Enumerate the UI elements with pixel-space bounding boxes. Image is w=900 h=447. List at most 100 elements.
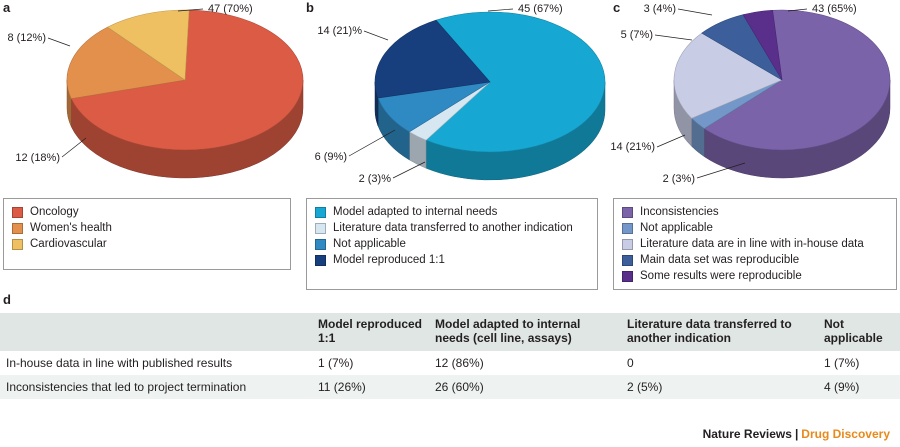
table-header-cell: Model reproduced 1:1 [312, 313, 429, 351]
pie-chart-a: 47 (70%) 12 (18%) 8 (12%) [7, 3, 304, 179]
leader-line [696, 162, 746, 179]
table-row: In-house data in line with published res… [0, 351, 900, 375]
legend-swatch [315, 239, 326, 250]
legend-label: Some results were reproducible [640, 270, 802, 282]
table-header-cell: Not applicable [818, 313, 900, 351]
pie-slice [374, 19, 491, 99]
legend-swatch [622, 271, 633, 282]
legend-label: Literature data transferred to another i… [333, 222, 573, 234]
leader-line [177, 8, 204, 12]
legend-item: Main data set was reproducible [622, 254, 888, 267]
leader-line [363, 30, 389, 41]
data-label: 2 (3)% [359, 173, 392, 185]
legend-label: Model adapted to internal needs [333, 206, 498, 218]
table-header-cell [0, 313, 312, 351]
table-cell: 4 (9%) [818, 375, 900, 399]
legend-item: Women's health [12, 222, 282, 235]
panel-d-letter: d [3, 292, 11, 307]
data-label: 2 (3%) [663, 173, 695, 185]
panel-a-letter: a [3, 0, 11, 15]
data-label: 8 (12%) [7, 32, 46, 44]
data-label: 14 (21%) [610, 141, 655, 153]
leader-line [392, 161, 426, 179]
data-label: 3 (4%) [644, 3, 676, 15]
legend-swatch [12, 223, 23, 234]
pie-chart-b: 45 (67%) 2 (3)% 6 (9%) 14 (21)% [315, 3, 606, 185]
legend-swatch [315, 207, 326, 218]
leader-line [654, 34, 693, 41]
data-label: 14 (21)% [317, 25, 362, 37]
legend-label: Women's health [30, 222, 112, 234]
legend-item: Not applicable [622, 222, 888, 235]
legend-label: Cardiovascular [30, 238, 107, 250]
pie-slice [425, 11, 606, 153]
legend-item: Model reproduced 1:1 [315, 254, 589, 267]
legend-swatch [622, 207, 633, 218]
panel-c-letter: c [613, 0, 621, 15]
legend-item: Literature data transferred to another i… [315, 222, 589, 235]
table-cell: 2 (5%) [621, 375, 818, 399]
table-cell: 1 (7%) [818, 351, 900, 375]
legend-swatch [12, 239, 23, 250]
legend-label: Not applicable [640, 222, 713, 234]
panel-b-letter: b [306, 0, 314, 15]
data-label: 45 (67%) [518, 3, 563, 15]
legend-item: Some results were reproducible [622, 270, 888, 283]
pie-chart-c: 43 (65%) 2 (3%) 14 (21%) 5 (7%) 3 (4%) [610, 3, 891, 185]
legend-item: Model adapted to internal needs [315, 206, 589, 219]
legend-a: Oncology Women's health Cardiovascular [3, 198, 291, 270]
legend-c: Inconsistencies Not applicable Literature … [613, 198, 897, 290]
legend-swatch [315, 223, 326, 234]
table-cell: In-house data in line with published res… [0, 351, 312, 375]
table-cell: 0 [621, 351, 818, 375]
data-label: 5 (7%) [621, 29, 653, 41]
pie-slice [70, 9, 304, 151]
pie-slice [742, 9, 783, 81]
legend-item: Oncology [12, 206, 282, 219]
table-cell: Inconsistencies that led to project term… [0, 375, 312, 399]
leader-line [677, 8, 713, 16]
legend-swatch [12, 207, 23, 218]
journal-name: Drug Discovery [801, 427, 890, 441]
leader-line [656, 134, 686, 148]
legend-item: Inconsistencies [622, 206, 888, 219]
pie-slice [673, 32, 783, 119]
legend-label: Not applicable [333, 238, 406, 250]
leader-line [61, 137, 87, 158]
table-cell: 11 (26%) [312, 375, 429, 399]
table-header-cell: Model adapted to internal needs (cell li… [429, 313, 621, 351]
table-cell: 26 (60%) [429, 375, 621, 399]
pie-slice [703, 9, 891, 151]
pie-slice [66, 26, 186, 99]
publisher-name: Nature Reviews [702, 427, 792, 441]
data-label: 47 (70%) [208, 3, 253, 15]
legend-item: Not applicable [315, 238, 589, 251]
legend-swatch [622, 239, 633, 250]
credit-separator: | [794, 427, 799, 441]
data-label: 12 (18%) [15, 152, 60, 164]
legend-item: Literature data are in line with in-hous… [622, 238, 888, 251]
table-cell: 12 (86%) [429, 351, 621, 375]
summary-table: Model reproduced 1:1 Model adapted to in… [0, 313, 900, 399]
leader-line [487, 8, 514, 12]
legend-item: Cardiovascular [12, 238, 282, 251]
table-row: Inconsistencies that led to project term… [0, 375, 900, 399]
legend-label: Literature data are in line with in-hous… [640, 238, 864, 250]
journal-credit: Nature Reviews | Drug Discovery [703, 427, 890, 441]
legend-swatch [622, 255, 633, 266]
table-header-row: Model reproduced 1:1 Model adapted to in… [0, 313, 900, 351]
leader-line [787, 8, 808, 12]
legend-label: Inconsistencies [640, 206, 719, 218]
table-header-cell: Literature data transferred to another i… [621, 313, 818, 351]
legend-label: Main data set was reproducible [640, 254, 800, 266]
legend-swatch [622, 223, 633, 234]
legend-swatch [315, 255, 326, 266]
pie-charts: 47 (70%) 12 (18%) 8 (12%) 45 (67%) 2 (3)% 6 … [7, 3, 891, 185]
legend-label: Oncology [30, 206, 79, 218]
data-label: 6 (9%) [315, 151, 347, 163]
data-label: 43 (65%) [812, 3, 857, 15]
leader-line [348, 129, 396, 157]
table-cell: 1 (7%) [312, 351, 429, 375]
legend-b: Model adapted to internal needs Literatur… [306, 198, 598, 290]
legend-label: Model reproduced 1:1 [333, 254, 445, 266]
